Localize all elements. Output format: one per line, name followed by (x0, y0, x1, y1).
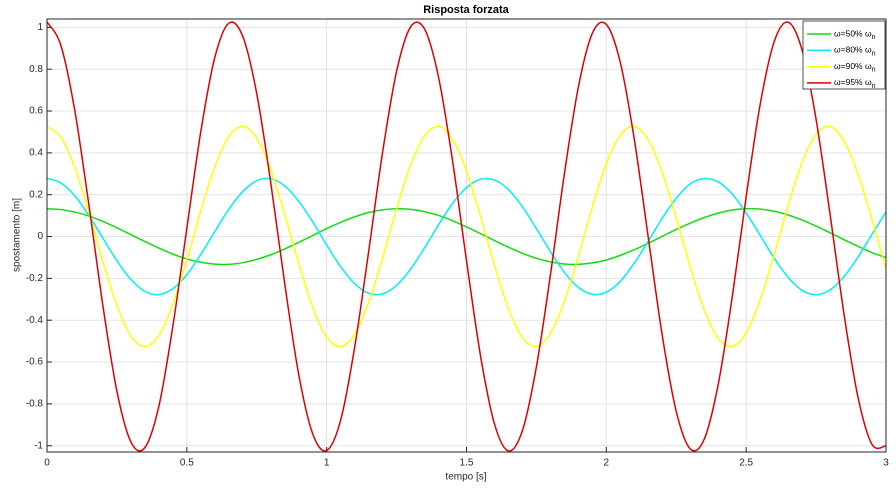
y-tick-label: 0.8 (29, 64, 43, 75)
legend-label: ω=50% ωn (834, 28, 876, 41)
x-tick-label: 0 (44, 458, 50, 469)
legend-label: ω=90% ωn (834, 61, 876, 74)
y-tick-label: 0.6 (29, 106, 43, 117)
legend-label: ω=80% ωn (834, 45, 876, 58)
legend-label: ω=95% ωn (834, 77, 876, 90)
y-tick-label: -0.6 (26, 357, 44, 368)
x-tick-label: 3 (883, 458, 889, 469)
x-tick-label: 1.5 (460, 458, 474, 469)
plot-lines (47, 21, 886, 452)
y-tick-label: -0.2 (26, 273, 44, 284)
y-tick-label: -1 (34, 440, 43, 451)
legend: ω=50% ωn ω=80% ωn ω=90% ωn ω=95% ωn (802, 20, 886, 90)
y-tick-label: 0.4 (29, 148, 43, 159)
chart-title: Risposta forzata (423, 4, 509, 16)
y-tick-label: 0 (37, 231, 43, 242)
y-axis-label: spostamento [m] (12, 198, 23, 272)
series-line (47, 21, 886, 452)
x-tick-label: 0.5 (180, 458, 194, 469)
y-tick-label: 1 (37, 22, 43, 33)
legend-box (802, 20, 886, 90)
series-line (47, 125, 886, 348)
x-tick-label: 1 (324, 458, 330, 469)
series-line (47, 177, 886, 296)
y-tick-label: -0.4 (26, 315, 44, 326)
plot-frame (46, 18, 887, 453)
y-tick-label: -0.8 (26, 399, 44, 410)
x-tick-label: 2.5 (739, 458, 753, 469)
x-tick-label: 2 (604, 458, 610, 469)
y-tick-label: 0.2 (29, 189, 43, 200)
x-axis-label: tempo [s] (445, 472, 486, 483)
